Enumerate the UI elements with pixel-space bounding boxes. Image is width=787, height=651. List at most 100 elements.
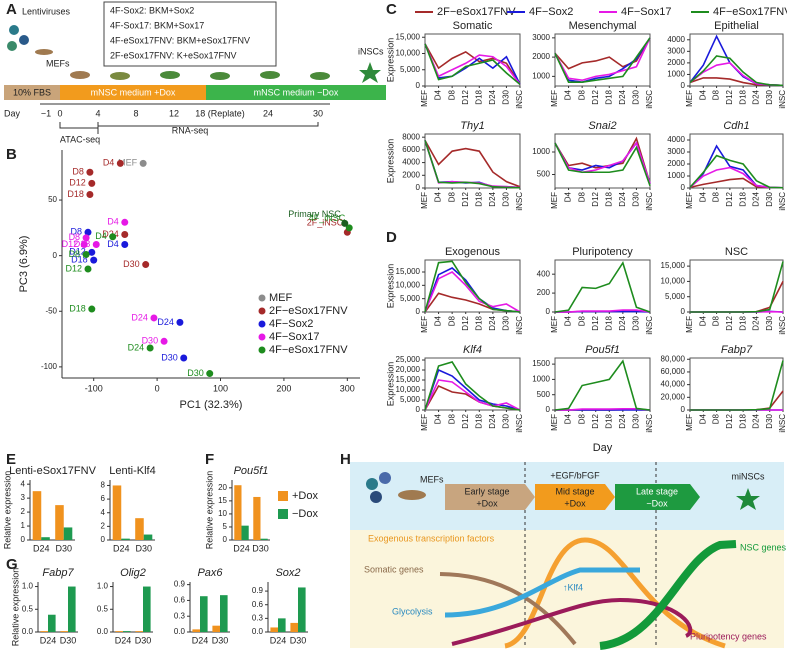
cell-icon xyxy=(398,490,426,500)
line-chart: Snai2 500 1000 MEF D4 D8 D12 D18 D24 D30 iNSC xyxy=(532,120,654,211)
y-tick-label: 1.0 xyxy=(97,582,109,591)
label: Early stage xyxy=(464,486,509,496)
legend-swatch xyxy=(258,294,266,302)
bar xyxy=(112,485,122,540)
x-tick-label: D4 xyxy=(698,413,707,424)
bar xyxy=(220,595,228,632)
legend-label: MEF xyxy=(269,292,293,304)
x-tick-label: D4 xyxy=(564,315,573,326)
y-tick-label: 2 xyxy=(21,507,26,516)
virus-icon xyxy=(370,491,382,503)
y-tick-label: 25,000 xyxy=(396,355,421,364)
bar xyxy=(48,614,56,632)
y-tick-label: 0 xyxy=(546,307,551,316)
label: −Dox xyxy=(646,498,668,508)
y-tick-label: 3 xyxy=(21,493,26,502)
curve xyxy=(451,597,693,646)
x-tick-label: D24 xyxy=(488,413,497,428)
y-tick-label: 3000 xyxy=(667,46,685,55)
x-tick-label: D18 xyxy=(474,89,483,104)
legend-label: 4F−Sox17 xyxy=(269,331,319,343)
cell-icon xyxy=(110,72,130,80)
day: 4 xyxy=(95,108,100,118)
vector: 4F-eSox17FNV: BKM+eSox17FNV xyxy=(110,35,250,45)
chart-title: Thy1 xyxy=(460,120,484,132)
cell-icon xyxy=(70,71,90,79)
day: 24 xyxy=(263,108,273,118)
x-tick-label: MEF xyxy=(420,90,429,107)
y-tick-label: 20,000 xyxy=(396,365,421,374)
x-tick-label: D24 xyxy=(618,413,627,428)
y-tick-label: 0.0 xyxy=(252,627,264,636)
y-axis-label: Relative expression xyxy=(204,471,214,550)
panel-letter: B xyxy=(6,146,17,163)
x-tick-label: D30 xyxy=(502,315,511,330)
x-tick-label: D12 xyxy=(725,413,734,428)
series-line xyxy=(689,144,784,189)
bar-chart: Pax6 0.0 0.3 0.6 0.9 D24 D30 xyxy=(174,567,230,645)
legend-label: 4F−eSox17FNV xyxy=(269,344,348,356)
diagram-h: MEFs Early stage +Dox +EGF/bFGF Mid stag… xyxy=(350,462,787,650)
cell-icon xyxy=(310,72,330,80)
label: Day xyxy=(4,108,21,118)
bar xyxy=(260,538,268,540)
series-line xyxy=(424,271,521,313)
point xyxy=(176,318,184,326)
x-tick-label: D8 xyxy=(447,191,456,202)
cells xyxy=(70,71,330,80)
vector: 4F-Sox2: BKM+Sox2 xyxy=(110,5,194,15)
line-chart: Pluripotency 0 200 400 MEF D4 D8 D12 D18 D24 D30 iN… xyxy=(537,246,654,335)
y-tick-label: 4 xyxy=(101,508,106,517)
cell-icon xyxy=(35,49,53,55)
x-tick-label: iNSC xyxy=(645,192,654,211)
bar xyxy=(41,537,50,540)
bar xyxy=(32,491,42,540)
x-tick-label: D8 xyxy=(712,315,721,326)
chart-title: Snai2 xyxy=(588,120,616,132)
y-tick-label: 0 xyxy=(681,81,686,90)
cell-icon xyxy=(210,72,230,80)
point-label: D12 xyxy=(62,239,79,249)
chart-title: Pou5f1 xyxy=(234,465,269,477)
series-line xyxy=(555,407,651,411)
x-tick-label: MEF xyxy=(550,90,559,107)
insc-icon xyxy=(736,488,760,510)
bracket xyxy=(97,122,319,127)
panel-letter: A xyxy=(6,1,17,18)
point-label: D12 xyxy=(69,178,86,188)
y-tick-label: 0 xyxy=(416,405,421,414)
stage-arrow xyxy=(615,484,700,510)
x-tick-label: D24 xyxy=(270,635,287,645)
x-tick-label: D12 xyxy=(461,89,470,104)
x-tick-label: D24 xyxy=(618,191,627,206)
point-label: D24 xyxy=(102,229,119,239)
legend-swatch xyxy=(258,346,266,354)
x-tick-label: iNSC xyxy=(515,316,524,335)
bar xyxy=(241,525,249,540)
chart-title: Pou5f1 xyxy=(585,344,620,356)
series-line xyxy=(554,37,651,82)
day: 12 xyxy=(169,108,179,118)
x-tick-label: MEF xyxy=(685,414,694,431)
y-tick-label: 20 xyxy=(218,483,227,492)
point xyxy=(160,337,168,345)
y-tick-label: 4000 xyxy=(667,135,685,144)
bar xyxy=(55,505,64,540)
point xyxy=(84,228,92,236)
chart-title: Cdh1 xyxy=(723,120,749,132)
medium-bar xyxy=(206,85,386,100)
x-tick-label: D30 xyxy=(135,635,152,645)
x-tick-label: D24 xyxy=(192,635,209,645)
bar xyxy=(143,586,151,632)
x-tick-label: D12 xyxy=(591,191,600,206)
chart-title: Sox2 xyxy=(275,567,300,579)
bar-chart: Lenti-Klf4 0 2 4 6 8 D24 D30 xyxy=(101,465,156,553)
day: 0 xyxy=(57,108,62,118)
point-label: D18 xyxy=(69,303,86,313)
y-tick-label: 1000 xyxy=(532,147,550,156)
x-axis-label: Day xyxy=(593,442,613,454)
point-label: D4 xyxy=(107,239,119,249)
y-tick-label: 15,000 xyxy=(396,32,421,41)
y-tick-label: 4000 xyxy=(402,158,420,167)
panel-letters: A B C D E F G H xyxy=(6,1,397,573)
